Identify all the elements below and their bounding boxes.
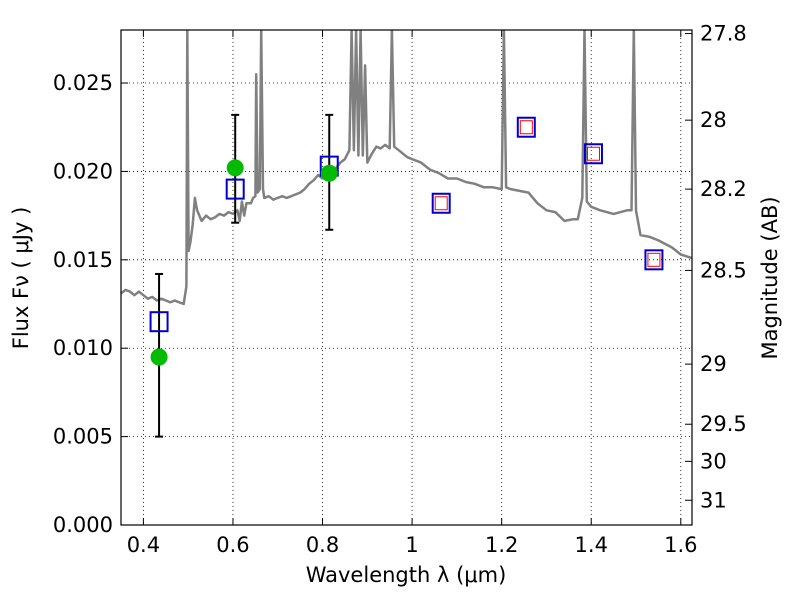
y2-tick-label: 30 — [700, 449, 727, 473]
y2-tick-label: 28 — [700, 108, 727, 132]
y2-tick-label: 28.2 — [700, 177, 747, 201]
observed-point — [320, 164, 338, 182]
model-spectrum — [121, 30, 692, 306]
y2-tick-label: 28.5 — [700, 258, 747, 282]
photometry-markers — [149, 113, 664, 438]
inner-square — [519, 120, 533, 135]
inner-square — [586, 146, 600, 161]
x-tick-label: 1.2 — [485, 533, 518, 557]
spectrum-line — [121, 30, 692, 306]
axis-ticks: 0.4 0.6 0.8 1 1.2 1.4 1.6 0.000 0.005 0.010 0.015 0… — [53, 22, 747, 557]
y-axis-label: Flux Fν ( μJy ) — [9, 207, 33, 350]
y2-tick-label: 29.5 — [700, 412, 747, 436]
model-square — [516, 116, 536, 138]
y2-tick-label: 31 — [700, 488, 727, 512]
y-tick-label: 0.020 — [53, 159, 113, 183]
y-tick-label: 0.015 — [53, 248, 113, 272]
observed-point — [150, 348, 168, 366]
y-tick-label: 0.005 — [53, 425, 113, 449]
x-tick-label: 1 — [405, 533, 418, 557]
y2-axis-label: Magnitude (AB) — [758, 196, 782, 359]
model-square — [431, 192, 451, 214]
y-tick-label: 0.000 — [53, 513, 113, 537]
grid-lines — [121, 30, 692, 525]
observed-point — [226, 159, 244, 177]
model-square — [149, 311, 169, 333]
model-square — [583, 143, 603, 165]
x-tick-label: 1.4 — [575, 533, 608, 557]
model-square — [644, 249, 664, 271]
inner-square — [434, 196, 448, 211]
x-tick-label: 0.8 — [306, 533, 339, 557]
x-tick-label: 0.4 — [127, 533, 160, 557]
y-tick-label: 0.025 — [53, 71, 113, 95]
x-axis-label: Wavelength λ (μm) — [306, 563, 507, 587]
plot-frame — [120, 29, 693, 526]
y2-tick-label: 27.8 — [700, 22, 747, 46]
y-tick-label: 0.010 — [53, 336, 113, 360]
model-square — [225, 178, 245, 200]
y2-tick-label: 29 — [700, 352, 727, 376]
x-tick-label: 1.6 — [664, 533, 697, 557]
inner-square — [647, 252, 661, 267]
x-tick-label: 0.6 — [216, 533, 249, 557]
